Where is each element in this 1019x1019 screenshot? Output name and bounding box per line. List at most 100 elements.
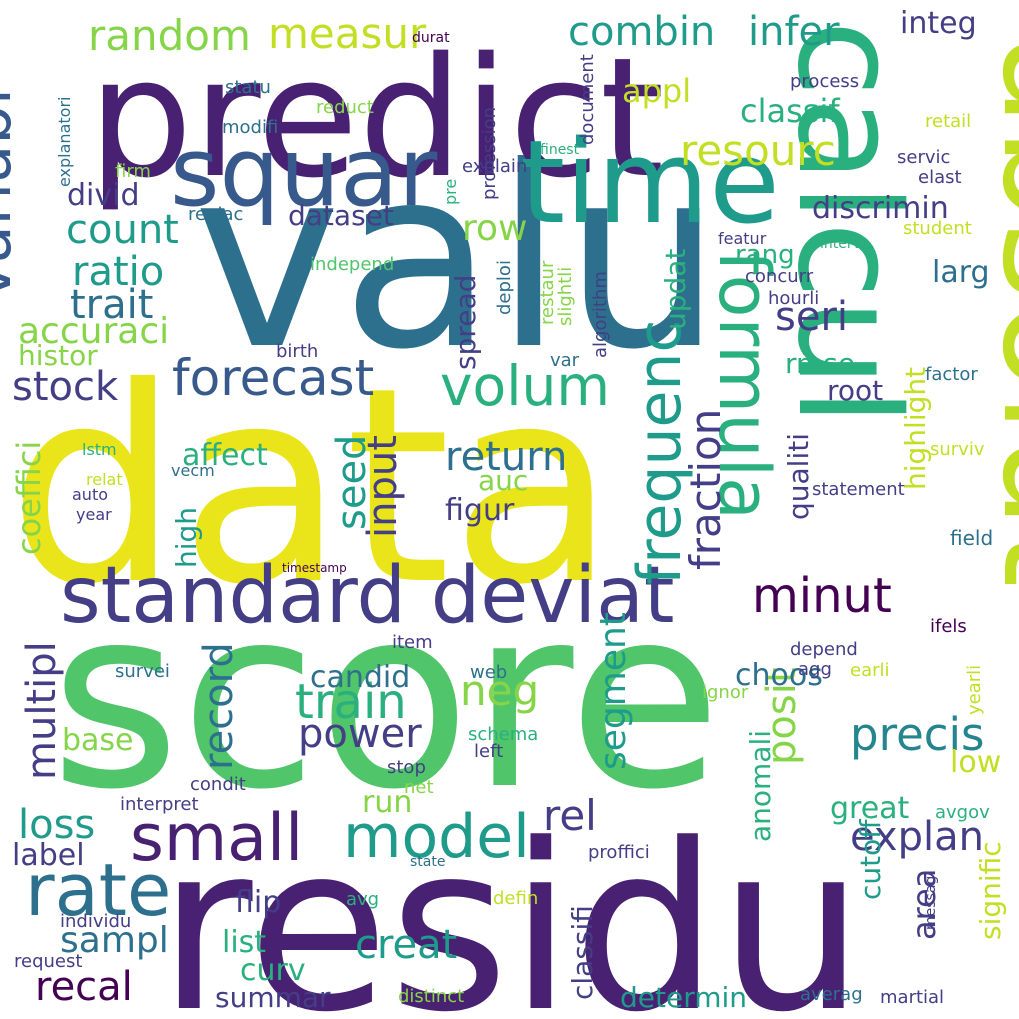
word-list: list bbox=[222, 925, 266, 960]
word-request: request bbox=[14, 951, 82, 972]
word-servic: servic bbox=[897, 147, 950, 168]
word-minut: minut bbox=[752, 568, 892, 624]
word-sampl: sampl bbox=[60, 920, 169, 961]
word-martial: martial bbox=[880, 987, 944, 1008]
word-student: student bbox=[903, 218, 972, 239]
word-ifels: ifels bbox=[930, 616, 967, 637]
word-auto: auto bbox=[72, 485, 108, 504]
word-hourli: hourli bbox=[768, 288, 819, 309]
word-fraction: fraction bbox=[681, 409, 730, 570]
word-anomali: anomali bbox=[744, 730, 777, 842]
word-explain: explain bbox=[462, 156, 527, 177]
word-creat: creat bbox=[355, 922, 457, 968]
word-flip: flip bbox=[235, 885, 281, 920]
word-birth: birth bbox=[276, 341, 318, 362]
word-data: data bbox=[8, 329, 616, 644]
word-statu: statu bbox=[225, 77, 271, 98]
word-discrimin: discrimin bbox=[812, 191, 949, 226]
word-distinct: distinct bbox=[398, 986, 464, 1007]
word-concurr: concurr bbox=[745, 266, 814, 287]
word-record: record bbox=[196, 642, 242, 770]
word-great: great bbox=[830, 791, 910, 826]
word-survei: survei bbox=[115, 661, 170, 682]
word-messag: messag bbox=[923, 876, 939, 930]
word-defin: defin bbox=[493, 888, 538, 909]
word-neg: neg bbox=[460, 666, 539, 715]
word-trait: trait bbox=[70, 282, 153, 328]
word-cutoff: cutoff bbox=[854, 819, 887, 900]
word-larg: larg bbox=[932, 255, 990, 290]
word-volum: volum bbox=[440, 354, 610, 418]
word-slightli: slightli bbox=[555, 267, 576, 326]
word-seed: seed bbox=[329, 435, 375, 530]
word-deploi: deploi bbox=[494, 260, 515, 315]
word-interv: interv bbox=[820, 236, 861, 252]
word-independ: independ bbox=[310, 254, 394, 275]
word-row: row bbox=[462, 208, 527, 249]
word-proffici: proffici bbox=[588, 842, 650, 863]
word-residu: residu bbox=[158, 796, 865, 1019]
word-profession: profession bbox=[479, 107, 500, 200]
word-earli: earli bbox=[850, 660, 890, 681]
word-interpret: interpret bbox=[120, 794, 199, 815]
word-forecast: forecast bbox=[172, 349, 374, 407]
word-explanatori: explanatori bbox=[55, 97, 74, 187]
word-run: run bbox=[362, 785, 412, 820]
word-divid: divid bbox=[67, 178, 140, 213]
word-state: state bbox=[410, 854, 445, 870]
word-item: item bbox=[392, 632, 433, 653]
word-loss: loss bbox=[18, 802, 95, 848]
word-power: power bbox=[298, 711, 422, 757]
word-year: year bbox=[76, 505, 112, 524]
word-condit: condit bbox=[190, 774, 246, 795]
word-ignor: ignor bbox=[702, 682, 749, 703]
word-valu: valu bbox=[193, 113, 722, 404]
word-individu: individu bbox=[60, 911, 131, 932]
word-stop: stop bbox=[387, 757, 426, 778]
word-schema: schema bbox=[468, 724, 538, 745]
word-classifi: classifi bbox=[566, 905, 599, 1000]
word-finest: finest bbox=[540, 142, 580, 158]
word-restaur: restaur bbox=[537, 260, 558, 325]
word-relat: relat bbox=[86, 470, 123, 489]
word-formula: formula bbox=[703, 250, 785, 520]
word-lstm: lstm bbox=[82, 440, 117, 459]
word-firm: firm bbox=[115, 161, 151, 182]
word-accuraci: accuraci bbox=[18, 311, 169, 352]
word-base: base bbox=[62, 723, 134, 758]
word-modifi: modifi bbox=[222, 117, 278, 138]
word-field: field bbox=[950, 526, 993, 550]
word-high: high bbox=[170, 507, 203, 568]
word-choos: choos bbox=[735, 658, 823, 693]
word-vecm: vecm bbox=[171, 461, 215, 480]
word-determin: determin bbox=[620, 981, 747, 1014]
word-squar: squar bbox=[170, 118, 438, 228]
word-explan: explan bbox=[850, 814, 984, 860]
word-affect: affect bbox=[182, 438, 268, 473]
word-low: low bbox=[950, 745, 1001, 780]
word-small: small bbox=[130, 801, 303, 876]
word-durat: durat bbox=[412, 30, 450, 46]
word-highlight: highlight bbox=[899, 367, 932, 490]
word-frequenc: frequenc bbox=[625, 320, 695, 585]
word-measur: measur bbox=[268, 9, 427, 58]
word-rmse: rmse bbox=[785, 347, 855, 380]
word-depend: depend bbox=[790, 639, 858, 660]
word-infer: infer bbox=[748, 9, 840, 55]
word-agg: agg bbox=[798, 659, 832, 680]
word-averag: averag bbox=[800, 984, 863, 1005]
word-signific: signific bbox=[974, 841, 1007, 940]
word-candid: candid bbox=[310, 660, 410, 695]
word-coeffici: coeffici bbox=[10, 441, 48, 555]
word-train: train bbox=[295, 674, 407, 730]
word-qualiti: qualiti bbox=[782, 433, 815, 520]
word-posit: posit bbox=[759, 668, 805, 766]
word-summar: summar bbox=[215, 981, 331, 1014]
word-var: var bbox=[550, 350, 580, 371]
word-root: root bbox=[827, 374, 883, 407]
word-featur: featur bbox=[718, 229, 767, 248]
word-reduct: reduct bbox=[316, 97, 374, 118]
word-combin: combin bbox=[568, 9, 715, 55]
word-model: model bbox=[343, 802, 530, 872]
